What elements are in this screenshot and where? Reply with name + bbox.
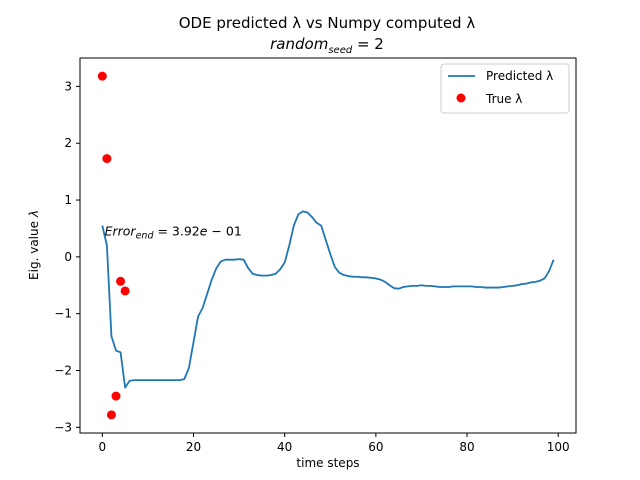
true-lambda-point [97,71,107,81]
y-tick-label: 0 [64,250,72,264]
legend: Predicted λ True λ [440,63,570,114]
chart-title: ODE predicted λ vs Numpy computed λ [179,14,476,32]
y-tick-label: −1 [54,307,72,321]
legend-label-true: True λ [485,92,522,106]
y-tick-label: −2 [54,364,72,378]
x-tick-label: 40 [277,440,292,454]
true-lambda-point [120,286,130,296]
y-axis-label: Eig. value λ [27,210,41,280]
x-axis-label: time steps [296,456,359,470]
chart-subtitle: randomseed = 2 [270,35,384,56]
x-tick-label: 20 [186,440,201,454]
y-tick-label: 3 [64,79,72,93]
x-tick-label: 100 [547,440,570,454]
y-tick-label: 2 [64,136,72,150]
x-tick-label: 60 [368,440,383,454]
true-lambda-points [97,71,130,420]
y-axis-ticks: −3 −2 −1 0 1 2 3 [54,79,80,434]
y-tick-label: 1 [64,193,72,207]
true-lambda-point [111,391,121,401]
plot-area [79,57,577,434]
true-lambda-point [116,276,126,286]
predicted-lambda-line [101,210,555,389]
x-tick-label: 0 [99,440,107,454]
x-tick-label: 80 [459,440,474,454]
error-annotation: Errorend = 3.92e − 01 [105,223,242,241]
true-lambda-point [102,154,112,164]
legend-label-predicted: Predicted λ [486,69,553,83]
legend-marker-swatch [456,93,466,103]
x-axis-ticks: 0 20 40 60 80 100 [99,433,570,454]
y-tick-label: −3 [54,420,72,434]
true-lambda-point [106,410,116,420]
